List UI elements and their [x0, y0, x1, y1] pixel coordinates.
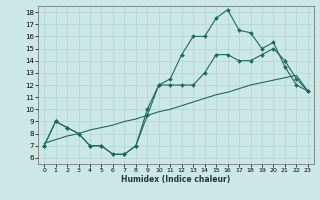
X-axis label: Humidex (Indice chaleur): Humidex (Indice chaleur)	[121, 175, 231, 184]
